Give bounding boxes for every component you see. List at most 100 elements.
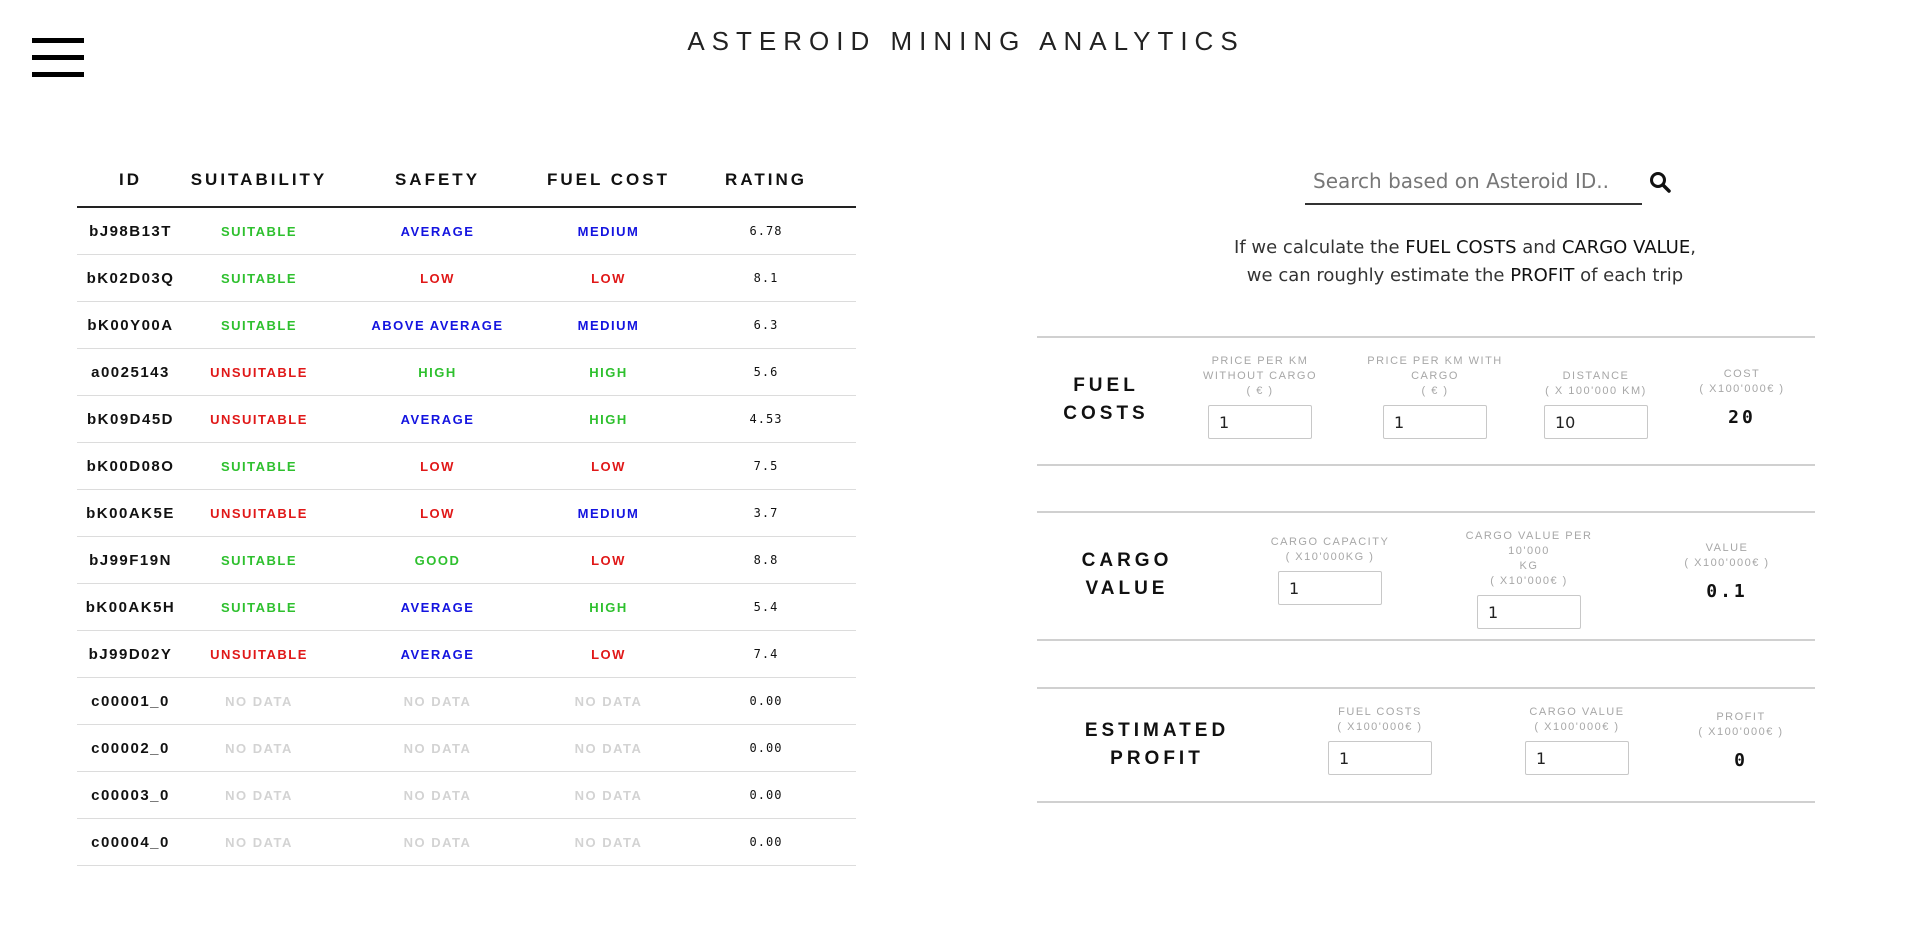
- table-row[interactable]: bK00Y00A SUITABLE ABOVE AVERAGE MEDIUM 6.3: [77, 301, 856, 349]
- header-fuel-cost[interactable]: FUEL COST: [541, 154, 676, 208]
- table-row[interactable]: bK02D03Q SUITABLE LOW LOW 8.1: [77, 254, 856, 302]
- cell-rating: 8.8: [676, 536, 856, 584]
- cell-safety: GOOD: [334, 536, 541, 584]
- field-unit: ( X100'000€ ): [1698, 726, 1784, 738]
- field-unit: ( € ): [1421, 385, 1449, 397]
- cost-value: 20: [1728, 407, 1756, 428]
- field-unit: ( X100'000€ ): [1337, 721, 1423, 733]
- table-row[interactable]: bJ99D02Y UNSUITABLE AVERAGE LOW 7.4: [77, 630, 856, 678]
- cell-safety: NO DATA: [334, 724, 541, 772]
- cell-suitability: NO DATA: [184, 818, 334, 866]
- field-label: CARGO VALUE: [1529, 706, 1625, 718]
- cell-fuel-cost: LOW: [541, 536, 676, 584]
- cell-suitability: SUITABLE: [184, 207, 334, 255]
- price-with-cargo-input[interactable]: [1383, 405, 1487, 439]
- table-row[interactable]: bK00AK5H SUITABLE AVERAGE HIGH 5.4: [77, 583, 856, 631]
- table-row[interactable]: bK00AK5E UNSUITABLE LOW MEDIUM 3.7: [77, 489, 856, 537]
- header-rating[interactable]: RATING: [676, 154, 856, 208]
- intro-cargo-value: CARGO VALUE: [1561, 237, 1691, 258]
- header-safety[interactable]: SAFETY: [334, 154, 541, 208]
- cell-safety: HIGH: [334, 348, 541, 396]
- cell-fuel-cost: NO DATA: [541, 771, 676, 819]
- cell-safety: NO DATA: [334, 818, 541, 866]
- cargo-value-per-input[interactable]: [1477, 595, 1581, 629]
- cargo-value-result: 0.1: [1706, 581, 1748, 602]
- section-title-line: ESTIMATED: [1084, 720, 1230, 741]
- field-label: COST: [1723, 368, 1761, 380]
- cell-id: bJ99D02Y: [77, 630, 184, 678]
- field-unit: ( € ): [1246, 385, 1274, 397]
- cell-fuel-cost: LOW: [541, 630, 676, 678]
- fuel-costs-title: FUEL COSTS: [1057, 372, 1155, 428]
- field-unit: ( X 100'000 KM): [1545, 385, 1647, 397]
- field-unit: ( X10'000€ ): [1490, 575, 1568, 587]
- cell-safety: NO DATA: [334, 677, 541, 725]
- cell-safety: AVERAGE: [334, 395, 541, 443]
- cell-id: bK00AK5E: [77, 489, 184, 537]
- intro-profit: PROFIT: [1510, 265, 1575, 286]
- cell-safety: AVERAGE: [334, 207, 541, 255]
- cell-fuel-cost: NO DATA: [541, 818, 676, 866]
- cell-id: bK00D08O: [77, 442, 184, 490]
- cell-id: bK00Y00A: [77, 301, 184, 349]
- price-no-cargo-input[interactable]: [1208, 405, 1312, 439]
- cell-rating: 4.53: [676, 395, 856, 443]
- field-label: WITHOUT CARGO: [1202, 370, 1317, 382]
- cell-rating: 7.4: [676, 630, 856, 678]
- cell-fuel-cost: HIGH: [541, 348, 676, 396]
- menu-hamburger-icon[interactable]: [32, 38, 84, 78]
- cell-rating: 8.1: [676, 254, 856, 302]
- table-row[interactable]: bK09D45D UNSUITABLE AVERAGE HIGH 4.53: [77, 395, 856, 443]
- profit-fuel-costs-input[interactable]: [1328, 741, 1432, 775]
- header-suitability[interactable]: SUITABILITY: [184, 154, 334, 208]
- cargo-capacity-input[interactable]: [1278, 571, 1382, 605]
- search-input[interactable]: [1305, 163, 1633, 199]
- cell-suitability: NO DATA: [184, 677, 334, 725]
- section-title-line: VALUE: [1085, 578, 1169, 599]
- cell-suitability: NO DATA: [184, 724, 334, 772]
- table-row[interactable]: c00003_0 NO DATA NO DATA NO DATA 0.00: [77, 771, 856, 819]
- table-row[interactable]: c00002_0 NO DATA NO DATA NO DATA 0.00: [77, 724, 856, 772]
- cell-id: c00001_0: [77, 677, 184, 725]
- cell-safety: LOW: [334, 254, 541, 302]
- field-label: CARGO: [1411, 370, 1459, 382]
- app-title: ASTEROID MINING ANALYTICS: [687, 26, 1245, 56]
- cell-suitability: UNSUITABLE: [184, 489, 334, 537]
- intro-text: If we calculate the FUEL COSTS and CARGO…: [1175, 234, 1755, 290]
- header-id[interactable]: ID: [77, 154, 184, 208]
- intro-text-part: ,: [1690, 237, 1696, 258]
- field-label: DISTANCE: [1562, 370, 1630, 382]
- field-label: CARGO VALUE PER 10'000: [1465, 530, 1593, 557]
- cell-fuel-cost: HIGH: [541, 395, 676, 443]
- cell-id: c00003_0: [77, 771, 184, 819]
- cell-suitability: SUITABLE: [184, 536, 334, 584]
- intro-text-part: and: [1516, 237, 1562, 258]
- field-label: FUEL COSTS: [1338, 706, 1422, 718]
- cell-suitability: SUITABLE: [184, 254, 334, 302]
- profit-cargo-value-input[interactable]: [1525, 741, 1629, 775]
- fuel-costs-section: FUEL COSTS PRICE PER KM WITHOUT CARGO ( …: [1037, 336, 1815, 466]
- field-label: VALUE: [1705, 542, 1749, 554]
- search-icon[interactable]: [1648, 170, 1672, 194]
- table-row[interactable]: c00001_0 NO DATA NO DATA NO DATA 0.00: [77, 677, 856, 725]
- table-row[interactable]: a0025143 UNSUITABLE HIGH HIGH 5.6: [77, 348, 856, 396]
- cell-rating: 7.5: [676, 442, 856, 490]
- section-title-line: FUEL: [1073, 375, 1139, 396]
- section-title-line: COSTS: [1063, 403, 1149, 424]
- distance-input[interactable]: [1544, 405, 1648, 439]
- field-label: PROFIT: [1716, 711, 1766, 723]
- table-row[interactable]: bJ99F19N SUITABLE GOOD LOW 8.8: [77, 536, 856, 584]
- cell-rating: 3.7: [676, 489, 856, 537]
- table-row[interactable]: c00004_0 NO DATA NO DATA NO DATA 0.00: [77, 818, 856, 866]
- table-row[interactable]: bK00D08O SUITABLE LOW LOW 7.5: [77, 442, 856, 490]
- cell-fuel-cost: LOW: [541, 442, 676, 490]
- profit-field: PROFIT ( X100'000€ ) 0: [1691, 710, 1791, 771]
- cell-id: bJ98B13T: [77, 207, 184, 255]
- cell-safety: AVERAGE: [334, 583, 541, 631]
- cell-rating: 0.00: [676, 771, 856, 819]
- price-no-cargo-field: PRICE PER KM WITHOUT CARGO ( € ): [1199, 354, 1321, 439]
- cell-fuel-cost: LOW: [541, 254, 676, 302]
- table-row[interactable]: bJ98B13T SUITABLE AVERAGE MEDIUM 6.78: [77, 207, 856, 255]
- cell-id: bK09D45D: [77, 395, 184, 443]
- cell-id: c00004_0: [77, 818, 184, 866]
